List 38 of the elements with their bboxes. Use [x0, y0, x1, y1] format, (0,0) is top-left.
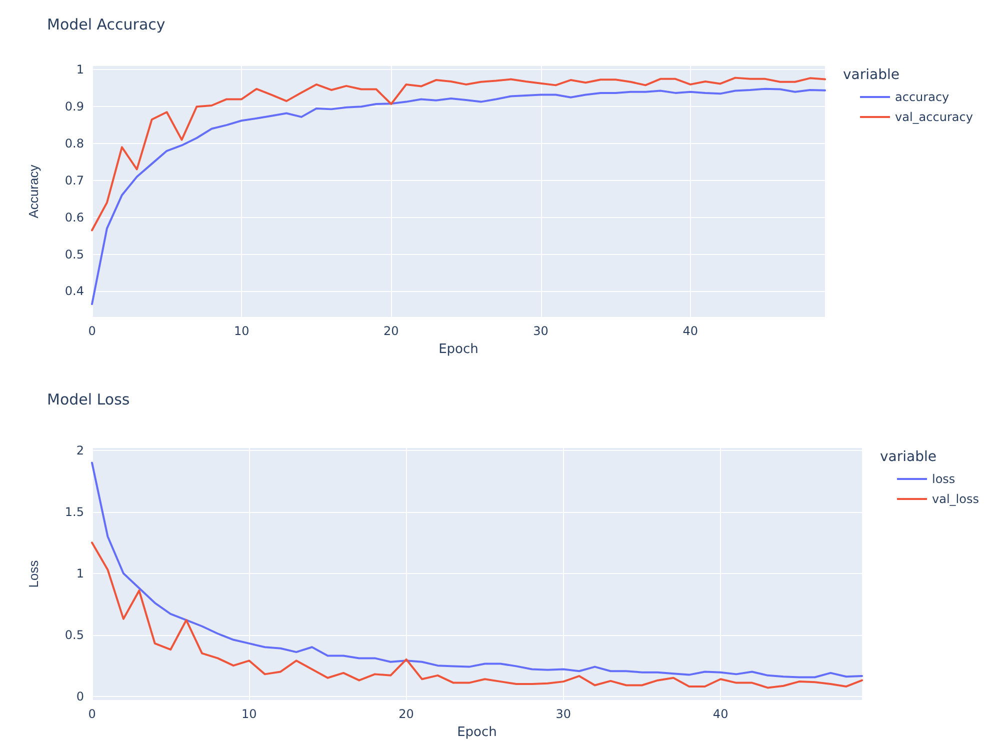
y-tick-label: 0.5	[64, 628, 84, 642]
y-tick-label: 0.8	[64, 136, 84, 151]
x-axis-title: Epoch	[438, 342, 478, 357]
legend-label: loss	[932, 472, 956, 486]
y-tick-label: 0.4	[64, 284, 84, 298]
chart-title: Model Loss	[47, 390, 130, 408]
y-tick-label: 0.6	[64, 210, 84, 224]
y-tick-label: 0.7	[64, 173, 84, 188]
x-tick-label: 20	[384, 324, 399, 338]
x-tick-label: 40	[682, 324, 698, 338]
legend-title: variable	[843, 67, 900, 83]
legend-label: val_accuracy	[895, 110, 973, 124]
line-series	[91, 542, 863, 689]
y-tick-label: 0.9	[64, 100, 84, 114]
x-tick-label: 0	[88, 707, 96, 721]
x-axis-title: Epoch	[457, 725, 497, 740]
y-tick-label: 1	[76, 566, 84, 580]
x-tick-label: 30	[556, 707, 572, 721]
chart-title: Model Accuracy	[47, 16, 166, 34]
x-tick-label: 0	[88, 324, 96, 338]
y-axis-title: Accuracy	[26, 164, 41, 218]
x-tick-label: 30	[533, 324, 548, 338]
y-axis-title: Loss	[26, 560, 41, 588]
x-tick-label: 20	[398, 707, 414, 721]
line-series	[91, 88, 826, 306]
y-tick-label: 2	[76, 443, 84, 458]
legend-label: val_loss	[932, 492, 979, 506]
legend-label: accuracy	[895, 90, 950, 104]
y-tick-label: 0	[76, 689, 84, 704]
line-series	[91, 462, 863, 678]
y-tick-label: 1.5	[64, 504, 84, 519]
x-tick-label: 10	[242, 707, 257, 721]
y-tick-label: 0.5	[64, 247, 84, 262]
legend-title: variable	[880, 449, 936, 465]
x-tick-label: 10	[234, 324, 250, 338]
x-tick-label: 40	[712, 707, 728, 721]
y-tick-label: 1	[76, 62, 84, 77]
line-series	[91, 76, 826, 232]
